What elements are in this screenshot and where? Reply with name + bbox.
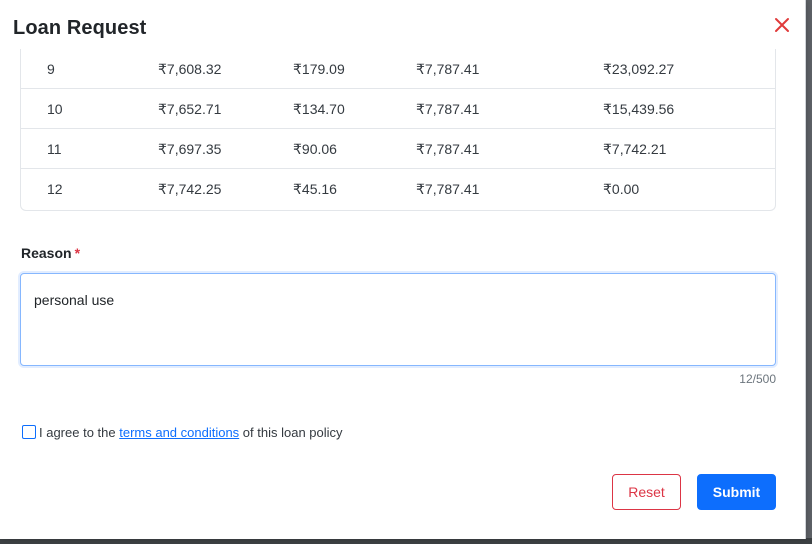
reason-textarea[interactable] xyxy=(20,273,776,366)
balance-amount: ₹0.00 xyxy=(603,181,640,197)
terms-link[interactable]: terms and conditions xyxy=(119,424,240,440)
table-row: 11 ₹7,697.35 ₹90.06 ₹7,787.41 ₹7,742.21 xyxy=(21,129,775,169)
balance-amount: ₹23,092.27 xyxy=(603,61,675,77)
submit-button[interactable]: Submit xyxy=(697,474,776,510)
page-backdrop xyxy=(0,538,812,544)
modal-title: Loan Request xyxy=(13,17,147,39)
emi-amount: ₹7,787.41 xyxy=(416,101,480,117)
principal-amount: ₹7,608.32 xyxy=(158,61,222,77)
terms-checkbox[interactable] xyxy=(22,425,36,439)
repayment-schedule-table[interactable]: 9 ₹7,608.32 ₹179.09 ₹7,787.41 ₹23,092.27… xyxy=(20,49,776,211)
character-counter: 12/500 xyxy=(739,372,776,386)
reason-label: Reason * xyxy=(21,245,80,261)
balance-amount: ₹7,742.21 xyxy=(603,141,667,157)
interest-amount: ₹134.70 xyxy=(293,101,345,117)
principal-amount: ₹7,652.71 xyxy=(158,101,222,117)
principal-amount: ₹7,697.35 xyxy=(158,141,222,157)
table-row: 9 ₹7,608.32 ₹179.09 ₹7,787.41 ₹23,092.27 xyxy=(21,49,775,89)
close-button[interactable] xyxy=(770,13,794,37)
emi-amount: ₹7,787.41 xyxy=(416,61,480,77)
principal-amount: ₹7,742.25 xyxy=(158,181,222,197)
required-marker: * xyxy=(74,245,81,261)
interest-amount: ₹90.06 xyxy=(293,141,337,157)
installment-number: 10 xyxy=(47,101,63,117)
installment-number: 12 xyxy=(47,181,63,197)
reason-label-text: Reason xyxy=(21,245,72,261)
installment-number: 11 xyxy=(47,141,62,157)
installment-number: 9 xyxy=(47,61,55,77)
table-row: 10 ₹7,652.71 ₹134.70 ₹7,787.41 ₹15,439.5… xyxy=(21,89,775,129)
emi-amount: ₹7,787.41 xyxy=(416,181,480,197)
balance-amount: ₹15,439.56 xyxy=(603,101,675,117)
terms-suffix-text: of this loan policy xyxy=(239,424,343,440)
close-icon xyxy=(775,18,789,32)
terms-agreement: I agree to the terms and conditions of t… xyxy=(22,424,343,440)
interest-amount: ₹179.09 xyxy=(293,61,345,77)
emi-amount: ₹7,787.41 xyxy=(416,141,480,157)
terms-prefix-text: I agree to the xyxy=(39,424,120,440)
table-row: 12 ₹7,742.25 ₹45.16 ₹7,787.41 ₹0.00 xyxy=(21,169,775,209)
interest-amount: ₹45.16 xyxy=(293,181,337,197)
reset-button[interactable]: Reset xyxy=(612,474,681,510)
